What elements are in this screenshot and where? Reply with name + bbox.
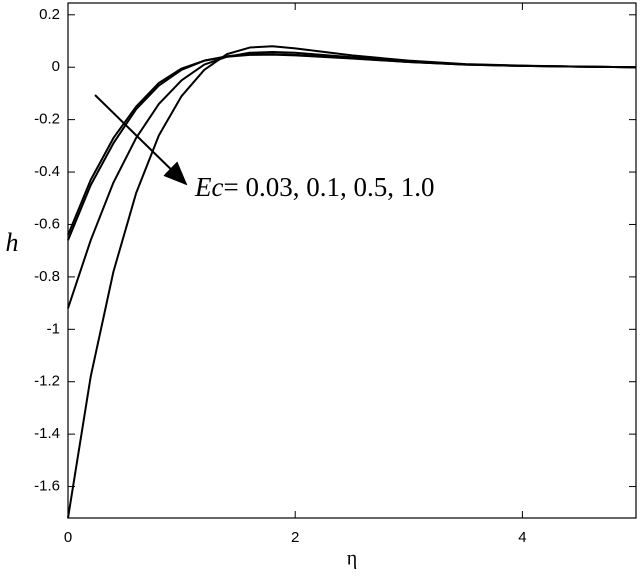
annotation-arrow [94,94,188,186]
y-tick-label: -1.6 [34,478,60,495]
curve [67,45,637,519]
curve [67,53,637,236]
y-tick-label: -0.2 [34,111,60,128]
y-tick-label: -0.4 [34,163,60,180]
x-tick-label: 2 [291,529,299,546]
y-tick-label: -1.2 [34,373,60,390]
y-tick-label: -1.4 [34,425,60,442]
y-tick-label: -0.8 [34,268,60,285]
y-tick-label: 0 [52,58,60,75]
x-axis-label: η [347,548,357,570]
annotation: Ec= 0.03, 0.1, 0.5, 1.0 [194,172,434,202]
annotation-italic: Ec [194,172,223,202]
annotation-text: = 0.03, 0.1, 0.5, 1.0 [223,172,434,202]
x-tick-label: 0 [64,529,72,546]
y-tick-label: -1 [47,320,60,337]
y-tick-label: -0.6 [34,215,60,232]
y-tick-label: 0.2 [39,6,60,23]
y-axis-label: h [6,228,19,257]
plot-frame [67,2,637,519]
x-tick-label: 4 [518,529,526,546]
